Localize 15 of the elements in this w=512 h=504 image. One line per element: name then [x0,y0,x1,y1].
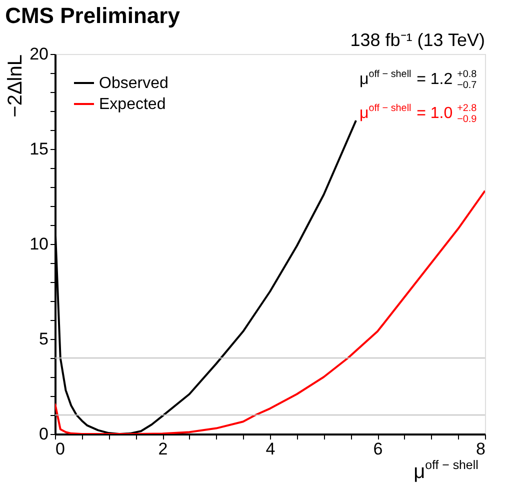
x-tick-label: 4 [266,440,276,458]
y-tick-label: 0 [39,424,48,444]
legend-label: Expected [99,96,166,113]
chart-subtitle: 138 fb⁻¹ (13 TeV) [350,30,485,50]
chart-title: CMS Preliminary [5,3,181,28]
y-tick-label: 20 [30,44,48,64]
x-tick-label: 6 [373,440,383,458]
y-axis-title: −2ΔlnL [4,54,27,118]
x-tick-label: 8 [476,440,486,458]
legend-label: Observed [99,75,168,92]
x-tick-label: 0 [56,440,65,458]
y-tick-label: 15 [30,140,48,158]
x-tick-label: 2 [158,440,168,458]
y-tick-label: 5 [39,330,48,348]
y-tick-label: 10 [30,234,48,254]
